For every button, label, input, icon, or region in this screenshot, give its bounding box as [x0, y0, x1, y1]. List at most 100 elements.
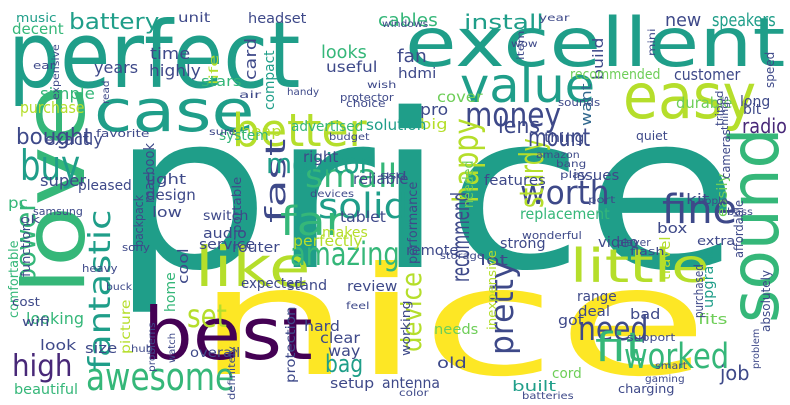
word-pro: pro [420, 100, 449, 119]
word-money: money [465, 95, 562, 134]
word-features: features [484, 173, 546, 189]
word-new: new [665, 10, 702, 31]
word-worth: worth [520, 173, 610, 212]
word-samsung: samsung [33, 205, 83, 218]
word-speakers: speakers [712, 10, 776, 31]
word-excellent: excellent [405, 4, 786, 83]
word-item: item [516, 30, 527, 60]
word-install: install [464, 10, 544, 34]
word-stand: stand [287, 278, 328, 294]
word-devices: devices [310, 189, 355, 200]
word-replacement: replacement [520, 205, 610, 223]
word-cool: cool [176, 248, 192, 284]
word-thing: thing [544, 131, 585, 146]
word-ear: ear [33, 59, 56, 72]
word-card: card [241, 37, 260, 80]
word-fits: fits [698, 312, 728, 328]
word-hub: hub [131, 344, 154, 355]
word-things: things [720, 96, 731, 130]
word-color: color [399, 388, 429, 399]
word-value: value [460, 58, 596, 114]
word-choice: choice [346, 97, 386, 110]
word-cost: cost [12, 295, 40, 309]
word-setup: setup [330, 376, 375, 392]
word-mount: mount [528, 123, 591, 152]
word-cover: cover [437, 88, 483, 106]
word-smart: smart [655, 361, 688, 372]
word-light: light [146, 172, 187, 188]
word-durable: durable [676, 94, 733, 112]
word-overall: overall [190, 346, 241, 361]
word-looking: looking [26, 309, 85, 328]
word-perfectly: perfectly [293, 232, 363, 250]
word-way: way [328, 342, 361, 360]
word-definitely: definitely [227, 346, 238, 400]
word-recommended: recommended [570, 67, 661, 83]
word-windows: windows [382, 19, 429, 30]
word-storage: storage [440, 251, 484, 262]
word-lot: lot [480, 253, 508, 269]
word-expected: expected [241, 276, 303, 292]
word-extra: extra [697, 234, 736, 248]
word-case: case [94, 77, 255, 145]
word-clear: clear [320, 329, 361, 347]
word-mini: mini [647, 28, 658, 56]
word-audio: audio [203, 226, 247, 242]
word-battery: battery [69, 10, 160, 35]
word-customer: customer [674, 65, 741, 84]
word-function: function [19, 222, 33, 277]
word-support: support [627, 331, 676, 344]
word-reliable: reliable [353, 170, 409, 188]
word-portable: portable [230, 176, 244, 233]
word-sounds: sounds [558, 96, 601, 109]
word-tablet: tablet [340, 208, 386, 226]
word-bass: bass [727, 207, 753, 218]
word-super: super [40, 171, 87, 190]
word-fit: fit [595, 325, 645, 371]
word-inexpensive: inexpensive [485, 250, 499, 330]
word-feel: feel [346, 301, 370, 312]
word-useful: useful [326, 58, 378, 76]
word-design: design [146, 186, 196, 204]
word-year: year [539, 13, 570, 24]
word-looks: looks [321, 42, 367, 63]
word-wish: wish [367, 80, 397, 91]
word-built: built [512, 379, 557, 395]
word-switch: switch [203, 209, 249, 224]
word-size: size [85, 341, 118, 357]
word-performance: performance [406, 181, 421, 264]
word-hard: hard [304, 319, 340, 335]
word-handy: handy [287, 87, 320, 98]
word-price: price [110, 67, 741, 318]
word-service: service [199, 237, 256, 253]
word-travel: travel [658, 236, 674, 280]
word-antenna: antenna [382, 374, 441, 392]
word-heavy: heavy [82, 262, 118, 275]
word-highly: highly [149, 61, 201, 80]
word-purchased: purchased [692, 264, 706, 318]
word-low: low [152, 205, 182, 221]
word-bang: bang [556, 159, 587, 170]
word-worked: worked [624, 337, 730, 377]
word-beautiful: beautiful [14, 382, 79, 398]
word-exactly: exactly [45, 130, 103, 149]
word-watch: watch [167, 332, 178, 363]
word-little: little [570, 239, 710, 293]
word-purchase: purchase [20, 98, 85, 117]
word-bad: bad [630, 307, 661, 323]
word-needs: needs [434, 322, 479, 338]
word-time: time [150, 44, 191, 63]
word-easy: easy [623, 60, 757, 133]
word-ok: ok [20, 213, 41, 226]
word-solution: solution [366, 116, 427, 134]
word-monitor: monitor [266, 147, 371, 180]
word-apple: apple [698, 196, 728, 207]
word-headset: headset [248, 11, 307, 27]
word-years: years [94, 58, 139, 77]
word-cameras: cameras [719, 129, 733, 179]
word-batteries: batteries [522, 391, 574, 402]
word-speed: speed [763, 51, 777, 88]
word-right: right [303, 148, 339, 166]
word-got: got [558, 313, 584, 329]
word-home: home [163, 272, 179, 312]
